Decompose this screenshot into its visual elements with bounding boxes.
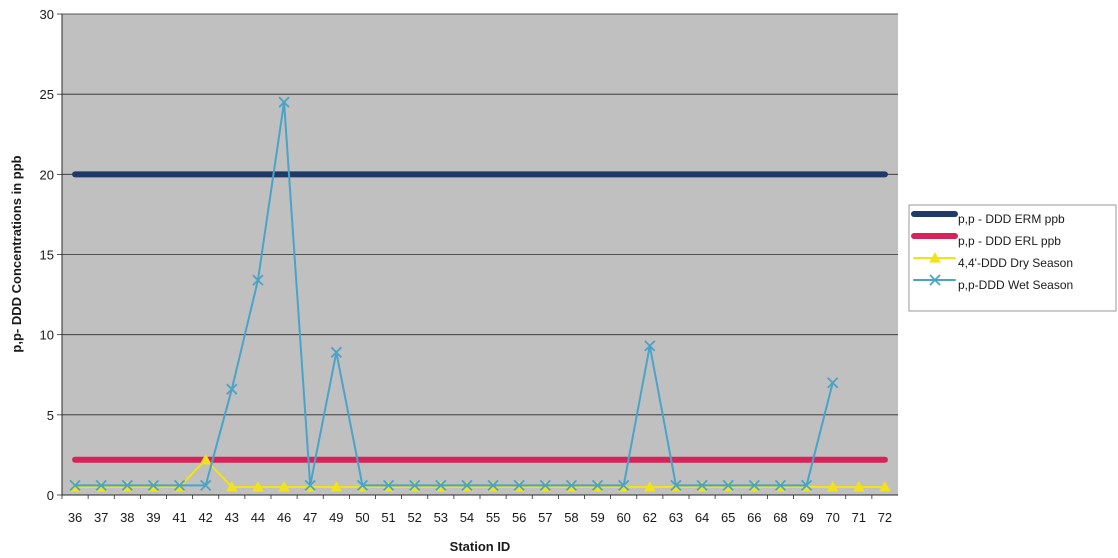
x-tick-label: 37 bbox=[94, 510, 108, 525]
data-point bbox=[69, 479, 81, 492]
data-point bbox=[539, 479, 551, 492]
data-point bbox=[644, 340, 656, 352]
x-tick-label: 50 bbox=[355, 510, 369, 525]
data-point bbox=[121, 479, 133, 492]
x-tick-label: 38 bbox=[120, 510, 134, 525]
y-tick-label: 20 bbox=[40, 167, 54, 182]
y-tick-labels: 0 5 10 15 20 25 30 bbox=[40, 7, 54, 503]
x-tick-label: 70 bbox=[825, 510, 839, 525]
data-point bbox=[226, 383, 238, 395]
x-tick-label: 65 bbox=[721, 510, 735, 525]
y-tick-label: 15 bbox=[40, 248, 54, 263]
data-point bbox=[252, 274, 264, 286]
x-tick-labels: 36 37 38 39 41 42 43 44 46 47 49 50 51 52 53 54 55 56 57 58… bbox=[61, 495, 892, 525]
legend-label: p,p-DDD Wet Season bbox=[958, 278, 1073, 292]
y-tick-label: 30 bbox=[40, 7, 54, 22]
series-3 bbox=[69, 96, 839, 492]
data-point bbox=[774, 479, 787, 492]
data-point bbox=[670, 479, 682, 492]
data-point bbox=[330, 480, 343, 492]
legend-item: 4,4'-DDD Dry Season bbox=[913, 251, 1073, 270]
data-point bbox=[173, 479, 186, 492]
data-point bbox=[199, 453, 212, 465]
y-tick-label: 5 bbox=[47, 408, 54, 423]
x-tick-label: 54 bbox=[460, 510, 474, 525]
x-tick-label: 59 bbox=[590, 510, 604, 525]
legend-item: p,p-DDD Wet Season bbox=[913, 274, 1073, 292]
legend-label: p,p - DDD ERM ppb bbox=[958, 212, 1065, 226]
data-point bbox=[565, 479, 578, 492]
data-point bbox=[356, 479, 369, 492]
data-point bbox=[929, 274, 941, 286]
x-tick-label: 42 bbox=[198, 510, 212, 525]
data-point bbox=[330, 346, 342, 358]
x-axis-title: Station ID bbox=[450, 539, 511, 554]
x-tick-label: 47 bbox=[303, 510, 317, 525]
y-axis-title: p,p- DDD Concentrations in ppb bbox=[9, 155, 24, 352]
x-tick-label: 41 bbox=[172, 510, 186, 525]
x-tick-label: 58 bbox=[564, 510, 578, 525]
legend-item: p,p - DDD ERM ppb bbox=[911, 211, 1065, 226]
data-point bbox=[879, 480, 891, 492]
y-tick-label: 25 bbox=[40, 87, 54, 102]
data-point bbox=[435, 479, 447, 492]
series-group bbox=[69, 96, 891, 492]
x-tick-label: 49 bbox=[329, 510, 343, 525]
data-point bbox=[225, 480, 238, 492]
data-point bbox=[618, 479, 630, 492]
x-tick-label: 52 bbox=[407, 510, 421, 525]
data-point bbox=[252, 480, 264, 492]
x-tick-label: 72 bbox=[878, 510, 892, 525]
x-tick-label: 43 bbox=[225, 510, 239, 525]
data-point bbox=[513, 479, 525, 492]
x-tick-label: 66 bbox=[747, 510, 761, 525]
data-point bbox=[643, 480, 656, 492]
data-point bbox=[826, 480, 839, 492]
data-point bbox=[929, 251, 941, 263]
data-point bbox=[95, 479, 107, 492]
data-point bbox=[748, 479, 760, 492]
data-point bbox=[591, 479, 604, 492]
x-tick-label: 69 bbox=[799, 510, 813, 525]
data-point bbox=[278, 96, 290, 108]
data-point bbox=[722, 479, 734, 492]
data-point bbox=[487, 479, 499, 492]
x-tick-label: 51 bbox=[381, 510, 395, 525]
x-tick-label: 36 bbox=[68, 510, 82, 525]
x-tick-label: 39 bbox=[146, 510, 160, 525]
x-tick-label: 60 bbox=[616, 510, 630, 525]
legend-label: 4,4'-DDD Dry Season bbox=[958, 256, 1073, 270]
data-point bbox=[800, 479, 813, 492]
legend-item: p,p - DDD ERL ppb bbox=[911, 233, 1061, 248]
y-tick-label: 10 bbox=[40, 328, 54, 343]
data-point bbox=[278, 480, 290, 492]
x-tick-label: 57 bbox=[538, 510, 552, 525]
legend: p,p - DDD ERM ppb p,p - DDD ERL ppb 4,4'-D… bbox=[908, 204, 1117, 312]
x-tick-label: 44 bbox=[251, 510, 265, 525]
data-point bbox=[382, 479, 395, 492]
data-point bbox=[409, 479, 421, 492]
data-point bbox=[827, 377, 839, 389]
data-point bbox=[200, 479, 212, 492]
x-tick-label: 62 bbox=[643, 510, 657, 525]
x-tick-label: 55 bbox=[486, 510, 500, 525]
legend-label: p,p - DDD ERL ppb bbox=[958, 234, 1061, 248]
data-point bbox=[696, 479, 708, 492]
x-tick-label: 63 bbox=[669, 510, 683, 525]
series-line bbox=[74, 101, 834, 487]
data-point bbox=[147, 479, 160, 492]
x-tick-label: 46 bbox=[277, 510, 291, 525]
data-point bbox=[304, 479, 316, 492]
x-tick-label: 68 bbox=[773, 510, 787, 525]
x-tick-label: 71 bbox=[852, 510, 866, 525]
y-tick-label: 0 bbox=[47, 488, 54, 503]
x-tick-label: 64 bbox=[695, 510, 709, 525]
data-point bbox=[852, 480, 865, 492]
x-tick-label: 56 bbox=[512, 510, 526, 525]
x-tick-label: 53 bbox=[434, 510, 448, 525]
data-point bbox=[461, 479, 473, 492]
